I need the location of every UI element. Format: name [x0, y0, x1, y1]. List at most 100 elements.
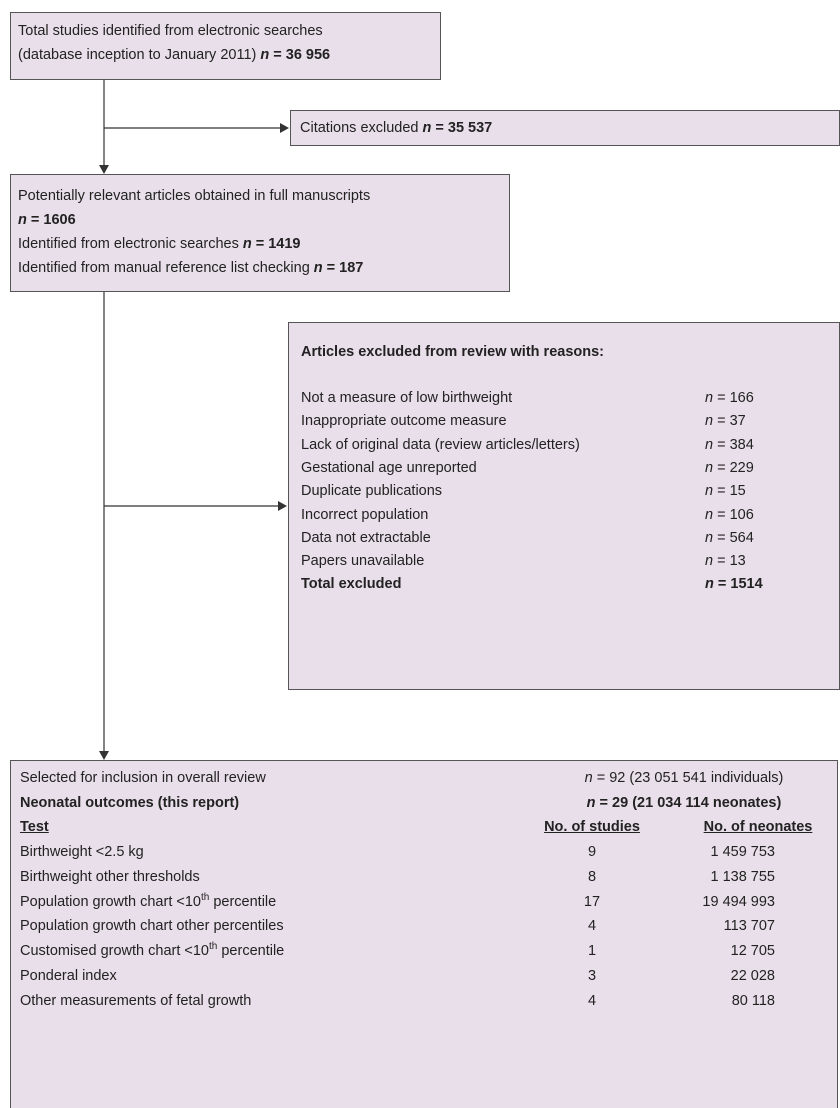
text-segment: n	[705, 436, 714, 453]
text-segment: = 36 956	[269, 47, 331, 63]
neonates-count: 12 705	[730, 943, 775, 960]
text-segment: Potentially relevant articles obtained i…	[18, 188, 371, 204]
exclusion-reason: Inappropriate outcome measure	[301, 409, 507, 433]
text-segment: n	[705, 576, 714, 593]
text-segment: Citations excluded	[300, 120, 423, 136]
test-name: Birthweight <2.5 kg	[20, 840, 144, 864]
text-segment: n	[705, 506, 714, 523]
text-segment: = 13	[713, 553, 746, 570]
exclusion-reason: Duplicate publications	[301, 479, 442, 503]
arrowhead	[99, 751, 109, 760]
exclusion-count: n = 1514	[705, 572, 763, 596]
text-segment: = 106	[713, 506, 754, 523]
column-header: Test	[20, 819, 49, 835]
text-segment: = 1514	[713, 576, 763, 593]
exclusion-count: n = 13	[705, 549, 746, 573]
text-segment: (database inception to January 2011)	[18, 47, 261, 63]
summary-value: n = 92 (23 051 541 individuals)	[585, 766, 784, 790]
text-segment: Duplicate publications	[301, 483, 443, 500]
exclusion-reason: Total excluded	[301, 572, 401, 596]
text-segment: = 92 (23 051 541 individuals)	[592, 770, 784, 786]
studies-count: 4	[587, 918, 597, 935]
summary-value: n = 29 (21 034 114 neonates)	[587, 791, 782, 815]
text-segment: Birthweight <2.5 kg	[20, 844, 144, 860]
text-segment: Total excluded	[301, 576, 402, 593]
exclusion-count: n = 106	[705, 503, 754, 527]
text-segment: Inappropriate outcome measure	[301, 413, 507, 430]
exclusion-count: n = 229	[705, 456, 754, 480]
neonates-count: 1 138 755	[710, 868, 775, 885]
text-segment: th	[209, 941, 218, 953]
test-name: Population growth chart <10th percentile	[20, 890, 276, 914]
test-name: Birthweight other thresholds	[20, 865, 200, 889]
included-box: Selected for inclusion in overall review…	[10, 760, 838, 1108]
text-segment: Neonatal outcomes (this report)	[20, 794, 240, 811]
text-segment: n	[705, 413, 714, 430]
exclusion-reason: Lack of original data (review articles/l…	[301, 433, 580, 457]
test-name: Ponderal index	[20, 964, 117, 988]
studies-count: 17	[583, 893, 601, 910]
text-segment: n	[705, 483, 714, 500]
text-segment: Lack of original data (review articles/l…	[301, 436, 580, 453]
text-segment: n	[705, 390, 714, 406]
text-segment: Not a measure of low birthweight	[301, 390, 513, 406]
exclusion-reason: Data not extractable	[301, 526, 431, 550]
text-segment: Papers unavailable	[301, 553, 425, 570]
text-segment: Customised growth chart <10	[20, 943, 209, 960]
studies-count: 4	[587, 992, 597, 1009]
text-segment: = 1419	[251, 236, 301, 252]
exclusion-count: n = 15	[705, 479, 746, 503]
text-segment: Gestational age unreported	[301, 459, 477, 476]
search-box: Total studies identified from electronic…	[10, 12, 441, 80]
text-segment: = 166	[713, 390, 754, 406]
citations-excluded-box: Citations excluded n = 35 537	[290, 110, 840, 146]
text-segment: = 37	[713, 413, 746, 430]
test-name: Customised growth chart <10th percentile	[20, 939, 284, 963]
text-segment: = 1606	[26, 212, 76, 228]
arrowhead	[278, 501, 287, 511]
text-line: Identified from electronic searches n = …	[18, 232, 301, 256]
text-segment: n	[705, 553, 714, 570]
text-segment: = 384	[713, 436, 754, 453]
text-segment: th	[200, 891, 210, 903]
text-line: Citations excluded n = 35 537	[300, 116, 492, 140]
text-segment: n	[18, 212, 27, 228]
text-segment: = 564	[713, 529, 754, 546]
exclusion-reason: Not a measure of low birthweight	[301, 386, 512, 410]
text-segment: = 35 537	[431, 120, 493, 136]
text-segment: Birthweight other thresholds	[20, 868, 200, 885]
text-segment: n	[242, 236, 252, 252]
exclusion-count: n = 384	[705, 433, 754, 457]
text-segment: n	[422, 120, 432, 136]
studies-count: 3	[587, 968, 597, 984]
text-segment: = 15	[713, 483, 746, 500]
exclusion-count: n = 564	[705, 526, 754, 550]
summary-label: Neonatal outcomes (this report)	[20, 791, 239, 815]
text-segment: n	[313, 260, 323, 276]
text-segment: = 29 (21 034 114 neonates)	[595, 794, 782, 811]
text-segment: Population growth chart <10	[20, 893, 201, 910]
text-segment: n	[260, 47, 270, 63]
text-segment: n	[584, 770, 593, 786]
text-segment: percentile	[217, 943, 285, 960]
text-segment: Ponderal index	[20, 968, 117, 984]
text-line: (database inception to January 2011) n =…	[18, 43, 330, 67]
text-segment: n	[705, 459, 714, 476]
full-manuscripts-box: Potentially relevant articles obtained i…	[10, 174, 510, 292]
exclusions-title: Articles excluded from review with reaso…	[301, 344, 604, 360]
column-header: No. of studies	[544, 819, 640, 835]
text-line: n = 1606	[18, 208, 76, 232]
test-name: Population growth chart other percentile…	[20, 914, 284, 938]
studies-count: 9	[587, 844, 597, 860]
test-name: Other measurements of fetal growth	[20, 989, 251, 1013]
text-segment: = 187	[322, 260, 364, 276]
text-line: Potentially relevant articles obtained i…	[18, 184, 370, 208]
exclusion-reason: Gestational age unreported	[301, 456, 477, 480]
exclusions-box: Articles excluded from review with reaso…	[288, 322, 840, 690]
text-segment: Other measurements of fetal growth	[20, 992, 252, 1009]
arrowhead	[280, 123, 289, 133]
text-segment: Identified from electronic searches	[18, 236, 243, 252]
exclusion-reason: Papers unavailable	[301, 549, 424, 573]
column-header: No. of neonates	[703, 819, 813, 835]
